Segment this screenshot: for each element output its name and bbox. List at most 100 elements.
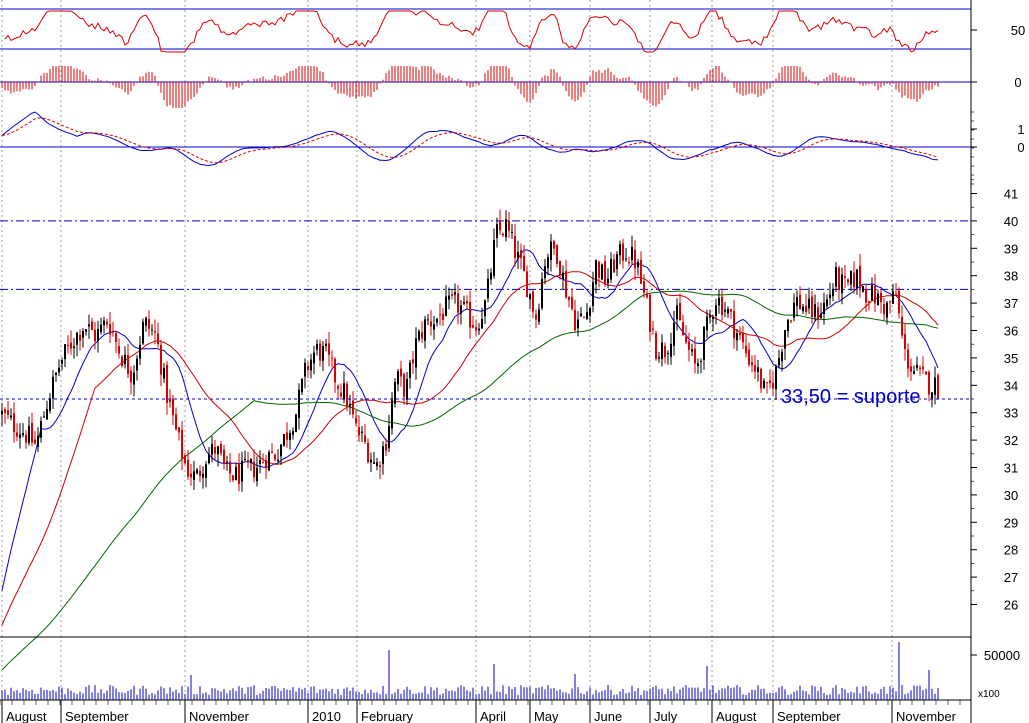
candle-body: [109, 324, 111, 335]
candle-body: [631, 246, 633, 260]
candle-body: [622, 243, 624, 261]
rsi-line: [4, 10, 939, 53]
candle-body: [640, 259, 642, 284]
candle-body: [94, 329, 96, 342]
candle-body: [334, 358, 336, 383]
candle-body: [493, 239, 495, 276]
candle-body: [223, 449, 225, 464]
candle-body: [256, 467, 258, 482]
month-label: September: [777, 709, 841, 723]
candle-body: [484, 300, 486, 317]
candle-body: [205, 464, 207, 478]
candle-body: [787, 319, 789, 331]
candle-body: [307, 366, 309, 370]
candle-body: [892, 291, 894, 304]
candle-body: [556, 245, 558, 264]
candle-body: [169, 398, 171, 402]
candle-body: [475, 327, 477, 331]
candle-body: [829, 294, 831, 299]
candle-body: [133, 372, 135, 385]
price-tick-label: 41: [1004, 187, 1018, 202]
candle-body: [901, 316, 903, 336]
candle-body: [97, 328, 99, 342]
candle-body: [586, 312, 588, 320]
candle-body: [727, 308, 729, 314]
candle-body: [925, 371, 927, 375]
candle-body: [172, 398, 174, 416]
candle-body: [211, 443, 213, 455]
candle-body: [160, 344, 162, 375]
candle-body: [838, 267, 840, 290]
candle-body: [469, 301, 471, 328]
candle-body: [313, 352, 315, 364]
candle-body: [124, 354, 126, 365]
candle-body: [706, 316, 708, 331]
candle-body: [415, 338, 417, 368]
candle-body: [724, 309, 726, 312]
candle-body: [784, 330, 786, 349]
rsi-tick-label: 50: [1011, 23, 1025, 38]
candle-body: [127, 355, 129, 374]
candle-body: [118, 346, 120, 354]
candle-body: [196, 469, 198, 474]
candle-body: [292, 431, 294, 435]
candle-body: [619, 244, 621, 256]
candle-body: [463, 302, 465, 304]
candle-body: [604, 261, 606, 285]
candle-body: [808, 298, 810, 309]
price-tick-label: 30: [1004, 488, 1018, 503]
candle-body: [280, 444, 282, 457]
candle-body: [841, 274, 843, 294]
candle-body: [526, 271, 528, 298]
candle-body: [775, 366, 777, 390]
candle-body: [250, 458, 252, 463]
candle-body: [835, 267, 837, 287]
candle-body: [466, 300, 468, 304]
candle-body: [346, 383, 348, 407]
candle-body: [235, 467, 237, 481]
candle-body: [583, 316, 585, 318]
candle-body: [913, 371, 915, 374]
candle-body: [592, 282, 594, 307]
candle-body: [751, 362, 753, 366]
candle-body: [442, 313, 444, 320]
candle-body: [421, 332, 423, 339]
candle-body: [238, 463, 240, 484]
candle-body: [907, 349, 909, 369]
candle-body: [22, 433, 24, 436]
candle-body: [754, 365, 756, 372]
candle-body: [595, 260, 597, 285]
candle-body: [244, 458, 246, 460]
month-label: July: [654, 709, 678, 723]
candle-body: [199, 471, 201, 476]
candle-body: [481, 319, 483, 329]
candle-body: [643, 281, 645, 293]
candle-body: [652, 328, 654, 330]
candle-body: [859, 265, 861, 289]
candle-body: [934, 377, 936, 395]
candle-body: [178, 427, 180, 433]
candle-body: [286, 432, 288, 440]
candle-body: [496, 224, 498, 238]
macd-tick-label: 1: [1017, 122, 1024, 137]
candle-body: [67, 345, 69, 347]
rsi-panel: 50: [0, 8, 1025, 53]
candle-body: [112, 331, 114, 333]
candle-body: [130, 370, 132, 383]
candle-body: [343, 383, 345, 399]
candle-body: [541, 278, 543, 309]
month-label: May: [534, 709, 559, 723]
candle-body: [931, 392, 933, 399]
candle-body: [403, 373, 405, 397]
candle-body: [241, 460, 243, 482]
candle-body: [37, 435, 39, 447]
candle-body: [802, 306, 804, 312]
candle-body: [598, 261, 600, 278]
candle-body: [226, 461, 228, 463]
candle-body: [232, 475, 234, 481]
candle-body: [514, 235, 516, 258]
price-tick-label: 37: [1004, 296, 1018, 311]
candle-body: [358, 427, 360, 436]
candle-body: [301, 378, 303, 393]
candle-body: [208, 454, 210, 464]
